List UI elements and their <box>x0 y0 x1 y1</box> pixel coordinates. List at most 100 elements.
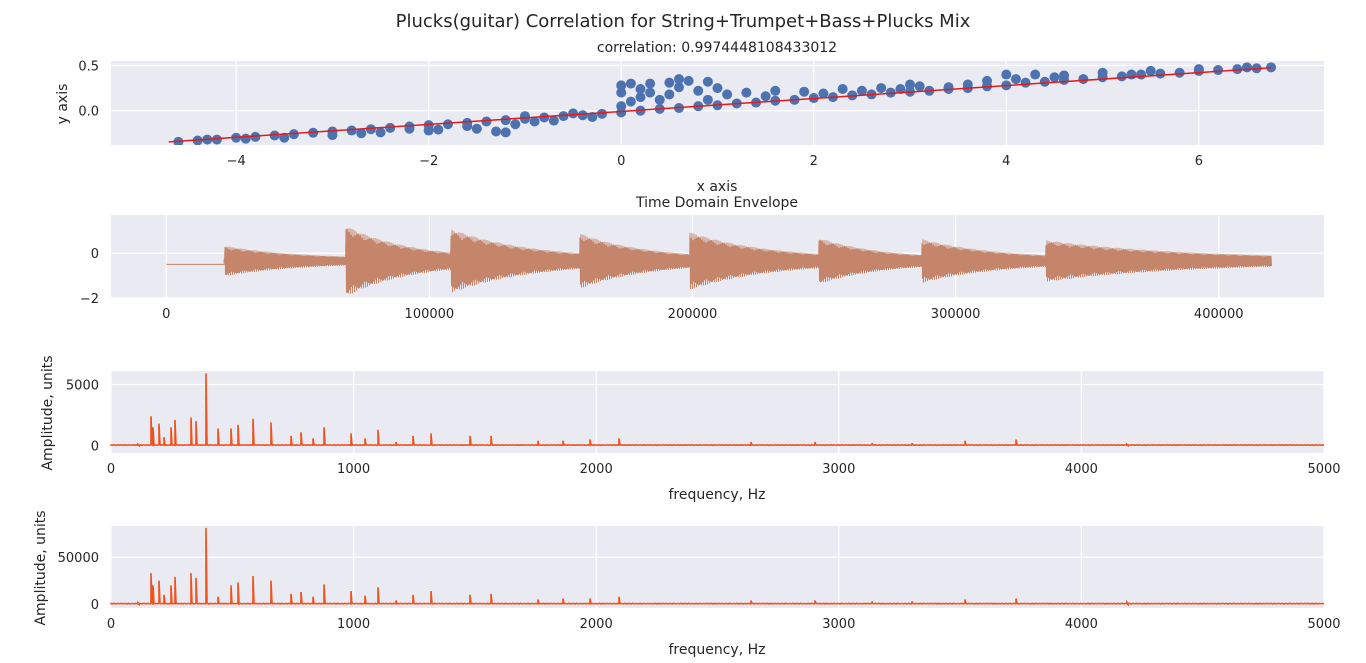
x-tick-label: 3000 <box>822 462 855 477</box>
x-tick-label: −4 <box>227 154 246 169</box>
x-tick-label: 2000 <box>580 617 613 632</box>
envelope-waveform <box>166 228 1272 294</box>
spectrum-line <box>110 527 1325 607</box>
scatter-point <box>1030 69 1041 80</box>
scatter-point <box>702 94 713 105</box>
scatter-point <box>500 115 511 126</box>
scatter-point <box>616 87 627 98</box>
scatter-point <box>664 77 675 88</box>
scatter-point <box>385 122 396 133</box>
scatter-point <box>481 116 492 127</box>
scatter-point <box>982 75 993 86</box>
x-tick-label: 0 <box>107 462 115 477</box>
scatter-point <box>673 82 684 93</box>
scatter-point <box>1116 71 1127 82</box>
scatter-point <box>1241 62 1252 73</box>
scatter-point <box>1155 68 1166 79</box>
fit-line <box>168 67 1272 143</box>
scatter-ylabel: y axis <box>55 84 71 125</box>
scatter-point <box>914 81 925 92</box>
figure-suptitle: Plucks(guitar) Correlation for String+Tr… <box>396 11 971 32</box>
scatter-point <box>539 112 550 123</box>
scatter-point <box>693 85 704 96</box>
scatter-point <box>616 101 627 112</box>
x-tick-label: 2 <box>810 154 818 169</box>
scatter-point <box>240 133 251 144</box>
scatter-point <box>722 89 733 100</box>
scatter-point <box>645 87 656 98</box>
x-tick-label: 4000 <box>1065 462 1098 477</box>
y-tick-label: 0 <box>91 598 99 613</box>
x-tick-label: 4000 <box>1065 617 1098 632</box>
scatter-point <box>1174 67 1185 78</box>
correlation-scatter-plot: correlation: 0.9974448108433012 x axis y… <box>55 40 1324 195</box>
scatter-point <box>346 125 357 136</box>
scatter-point <box>327 130 338 141</box>
y-tick-label: 0.5 <box>78 60 99 75</box>
scatter-point <box>625 78 636 89</box>
x-tick-label: 0 <box>617 154 625 169</box>
scatter-point <box>962 79 973 90</box>
scatter-point <box>1136 69 1147 80</box>
scatter-point <box>250 131 261 142</box>
scatter-point <box>1097 67 1108 78</box>
spectrum-plot-1: frequency, Hz Amplitude, units 0 1000 2000… <box>40 355 1341 503</box>
scatter-point <box>365 124 376 135</box>
plot-area <box>111 371 1324 453</box>
scatter-point <box>279 132 290 143</box>
y-tick-label: 0.0 <box>78 105 99 120</box>
scatter-point <box>1266 62 1277 73</box>
scatter-point <box>895 84 906 94</box>
scatter-point <box>635 84 646 94</box>
scatter-point <box>741 87 752 98</box>
scatter-point <box>1059 74 1070 85</box>
scatter-point <box>856 85 867 96</box>
y-tick-label: 0 <box>91 247 99 262</box>
plot-area <box>111 526 1324 608</box>
scatter-point <box>519 111 530 122</box>
y-tick-label: −2 <box>80 292 99 307</box>
scatter-point <box>568 108 579 119</box>
scatter-point <box>1039 76 1050 87</box>
scatter-point <box>529 116 540 127</box>
x-tick-label: 100000 <box>405 307 455 322</box>
scatter-point <box>654 94 665 105</box>
x-tick-label: 0 <box>107 617 115 632</box>
y-tick-label: 50000 <box>58 551 99 566</box>
spectrum2-ylabel: Amplitude, units <box>33 510 49 625</box>
scatter-point <box>1020 77 1031 88</box>
x-tick-label: 1000 <box>337 462 370 477</box>
spectrum-line <box>110 373 1325 448</box>
scatter-point <box>616 80 627 91</box>
scatter-point <box>500 127 511 138</box>
scatter-point <box>1232 64 1243 75</box>
x-tick-label: 1000 <box>337 617 370 632</box>
scatter-point <box>905 79 916 90</box>
x-tick-label: −2 <box>419 154 438 169</box>
scatter-point <box>548 115 559 126</box>
scatter-point <box>770 85 781 96</box>
scatter-point <box>876 83 887 94</box>
spectrum1-xlabel: frequency, Hz <box>669 487 766 503</box>
envelope-title: Time Domain Envelope <box>635 195 798 211</box>
scatter-point <box>837 84 848 94</box>
scatter-point <box>1001 69 1012 80</box>
x-tick-label: 400000 <box>1194 307 1244 322</box>
x-tick-label: 3000 <box>822 617 855 632</box>
scatter-point <box>664 89 675 100</box>
scatter-point <box>673 74 684 85</box>
x-tick-label: 5000 <box>1307 617 1340 632</box>
scatter-point <box>818 88 829 99</box>
scatter-point <box>587 112 598 122</box>
scatter-point <box>1213 65 1224 76</box>
x-tick-label: 300000 <box>931 307 981 322</box>
scatter-point <box>760 91 771 102</box>
scatter-point <box>491 126 502 137</box>
scatter-point <box>1193 64 1204 75</box>
scatter-point <box>683 75 694 86</box>
scatter-point <box>799 86 810 97</box>
spectrum-plot-2: frequency, Hz Amplitude, units 0 1000 2000… <box>33 510 1341 658</box>
scatter-point <box>625 96 636 107</box>
scatter-point <box>471 123 482 134</box>
